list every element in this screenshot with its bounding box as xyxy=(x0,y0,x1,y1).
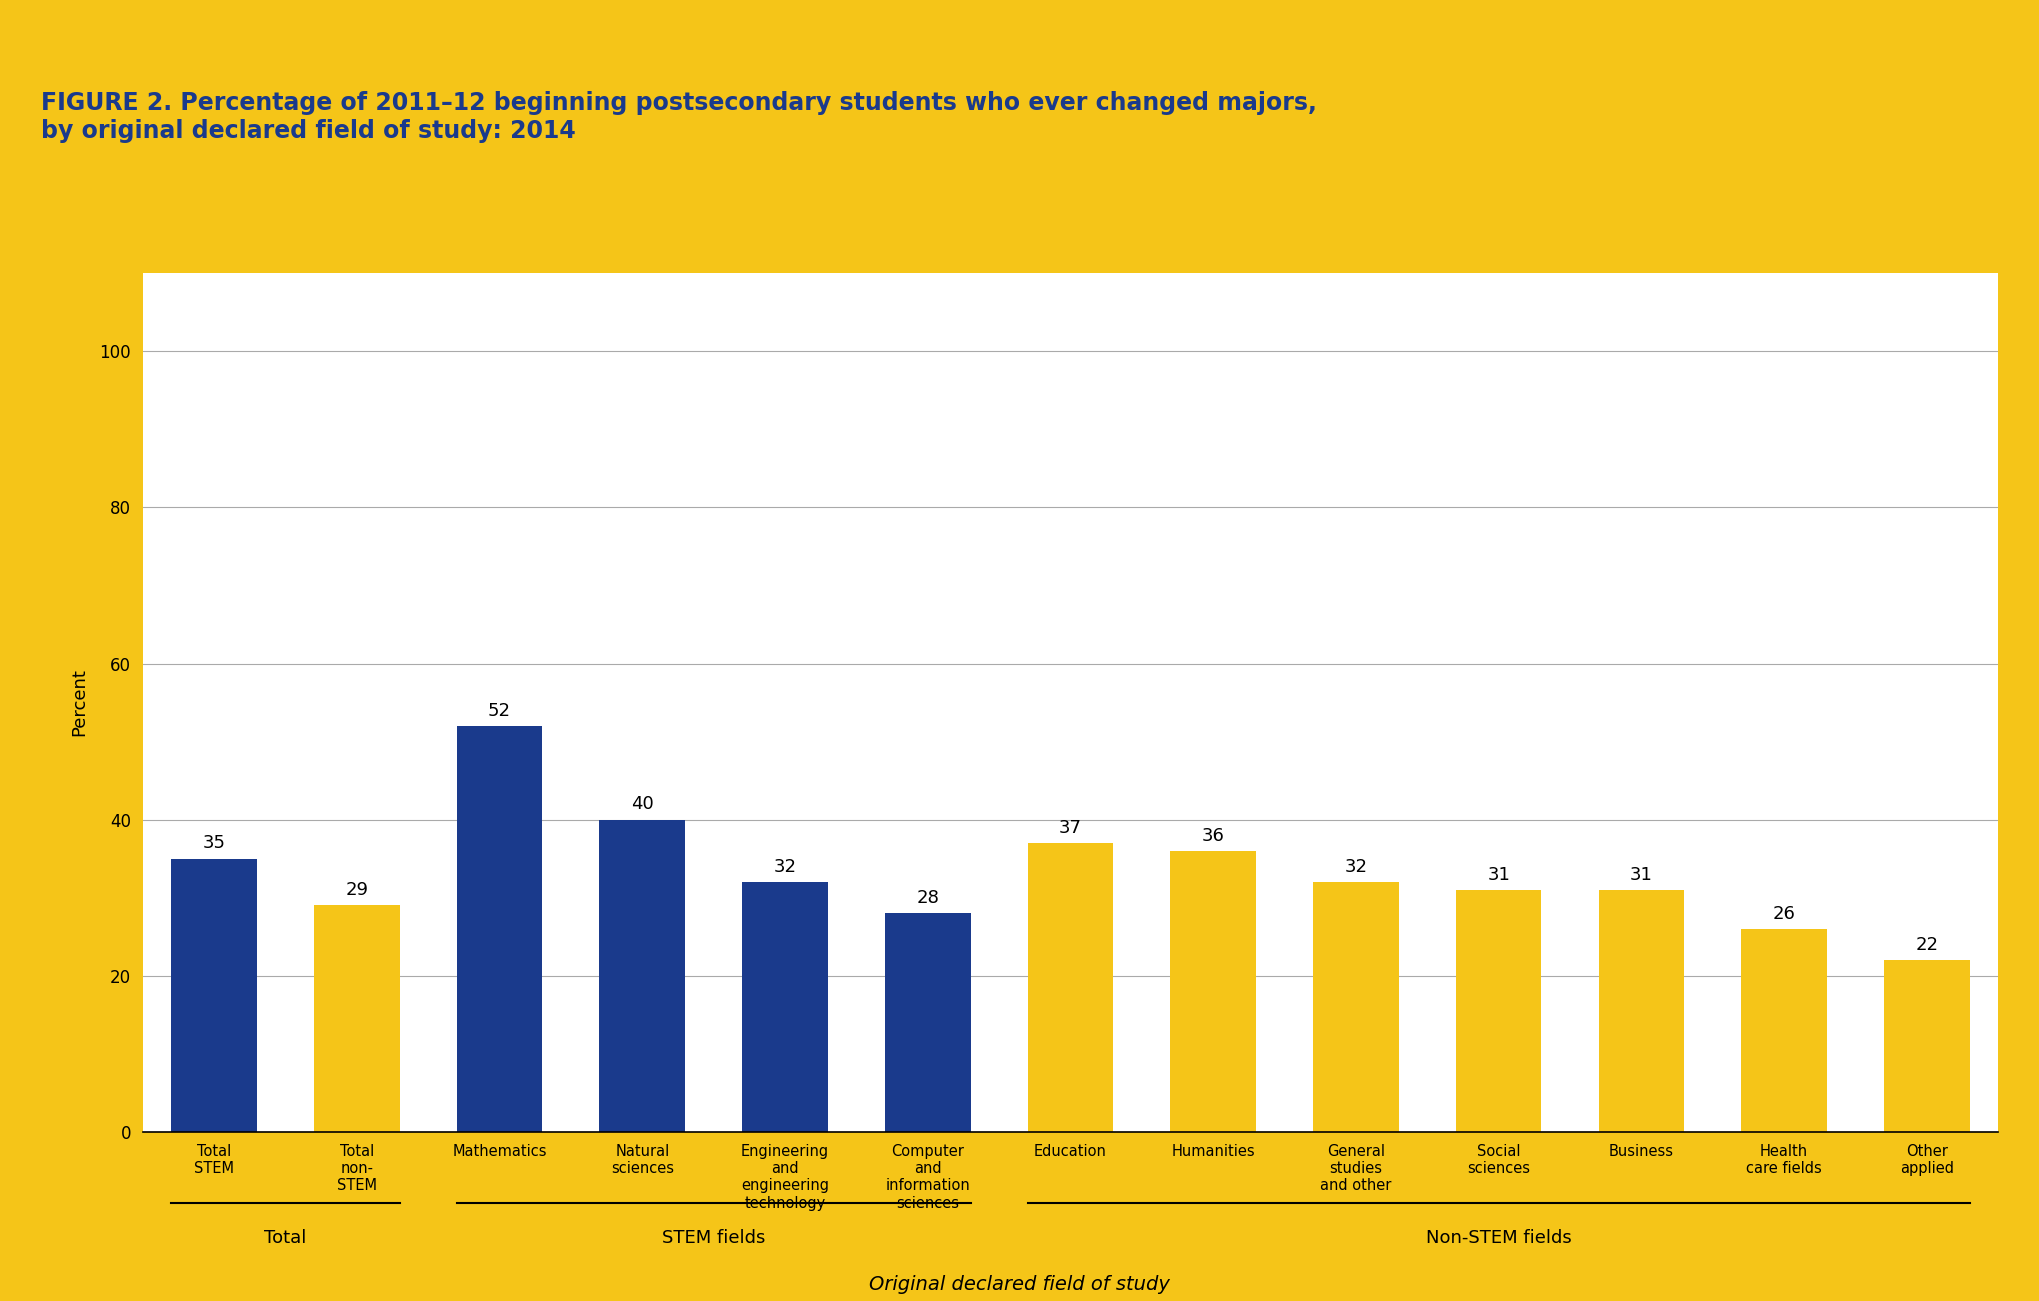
Text: 35: 35 xyxy=(202,834,226,852)
Bar xyxy=(885,913,971,1132)
Text: STEM fields: STEM fields xyxy=(663,1229,765,1248)
Text: 40: 40 xyxy=(630,795,655,813)
Text: 31: 31 xyxy=(1486,865,1511,883)
Text: 52: 52 xyxy=(487,701,512,719)
Text: 22: 22 xyxy=(1915,935,1939,954)
Bar xyxy=(1456,890,1541,1132)
Y-axis label: Percent: Percent xyxy=(69,669,88,736)
Bar xyxy=(314,905,400,1132)
Text: 32: 32 xyxy=(1344,857,1368,876)
Text: 26: 26 xyxy=(1772,904,1796,922)
Text: 37: 37 xyxy=(1058,818,1083,837)
Bar xyxy=(1170,851,1256,1132)
Bar xyxy=(599,820,685,1132)
Text: Original declared field of study: Original declared field of study xyxy=(869,1275,1170,1294)
Bar xyxy=(1599,890,1684,1132)
Bar xyxy=(1028,843,1113,1132)
Text: FIGURE 2. Percentage of 2011–12 beginning postsecondary students who ever change: FIGURE 2. Percentage of 2011–12 beginnin… xyxy=(41,91,1317,143)
Bar xyxy=(1741,929,1827,1132)
Bar xyxy=(457,726,542,1132)
Text: 36: 36 xyxy=(1201,826,1225,844)
Bar xyxy=(742,882,828,1132)
Text: 31: 31 xyxy=(1629,865,1654,883)
Text: Total: Total xyxy=(265,1229,306,1248)
Text: 28: 28 xyxy=(916,889,940,907)
Bar xyxy=(1884,960,1970,1132)
Bar xyxy=(171,859,257,1132)
Text: 29: 29 xyxy=(345,881,369,899)
Bar xyxy=(1313,882,1399,1132)
Text: Non-STEM fields: Non-STEM fields xyxy=(1425,1229,1572,1248)
Text: 32: 32 xyxy=(773,857,797,876)
